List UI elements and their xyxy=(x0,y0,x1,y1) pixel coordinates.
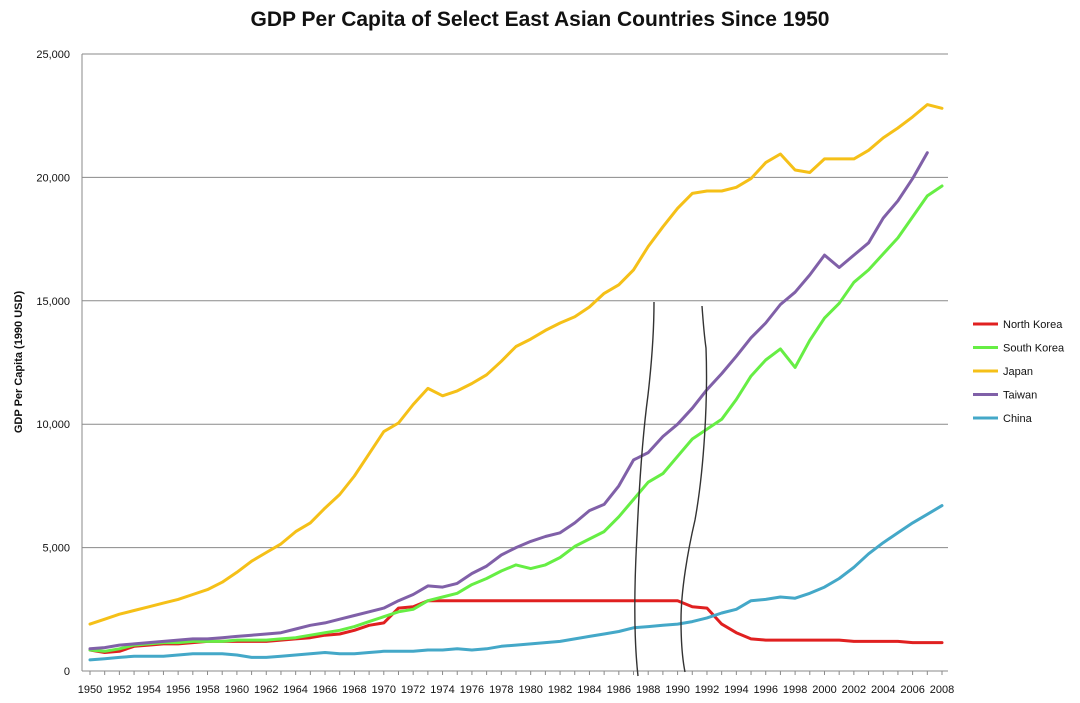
axes xyxy=(81,54,948,675)
x-tick-label: 1998 xyxy=(783,684,807,696)
legend-label-taiwan: Taiwan xyxy=(1003,390,1037,402)
series-lines xyxy=(88,103,944,662)
x-tick-label: 1950 xyxy=(78,684,102,696)
x-tick-label: 1962 xyxy=(254,684,278,696)
x-tick-label: 1954 xyxy=(137,684,161,696)
pen-stroke-left xyxy=(634,301,655,677)
x-tick-label: 2006 xyxy=(900,684,924,696)
x-tick-label: 1994 xyxy=(724,684,748,696)
legend-label-china: China xyxy=(1003,413,1033,425)
chart-title: GDP Per Capita of Select East Asian Coun… xyxy=(250,8,830,31)
x-tick-label: 1974 xyxy=(430,684,454,696)
x-tick-label: 2004 xyxy=(871,684,895,696)
y-tick-label: 25,000 xyxy=(36,49,70,61)
x-tick-label: 1988 xyxy=(636,684,660,696)
x-tick-label: 1966 xyxy=(313,684,337,696)
y-tick-label: 15,000 xyxy=(36,296,70,308)
legend-label-south-korea: South Korea xyxy=(1003,343,1065,355)
x-tick-label: 1972 xyxy=(401,684,425,696)
y-tick-label: 20,000 xyxy=(36,172,70,184)
x-tick-label: 1968 xyxy=(342,684,366,696)
x-tick-label: 1986 xyxy=(607,684,631,696)
x-tick-label: 1980 xyxy=(518,684,542,696)
x-tick-label: 1952 xyxy=(107,684,131,696)
series-line-taiwan xyxy=(88,151,929,651)
series-line-china xyxy=(88,504,944,662)
x-tick-label: 1960 xyxy=(225,684,249,696)
y-tick-label: 5,000 xyxy=(42,543,70,555)
x-tick-label: 2002 xyxy=(842,684,866,696)
x-tick-label: 1958 xyxy=(195,684,219,696)
y-tick-label: 0 xyxy=(64,666,70,678)
legend: North Korea South Korea Japan Taiwan China xyxy=(973,319,1065,425)
series-line-japan xyxy=(88,103,944,626)
x-tick-label: 1990 xyxy=(665,684,689,696)
x-tick-label: 1964 xyxy=(283,684,307,696)
x-tick-label: 1982 xyxy=(548,684,572,696)
pen-marks xyxy=(634,301,708,677)
gridlines xyxy=(82,53,948,549)
x-tick-labels: 1950 1952 1954 1956 1958 1960 1962 1964 1966 1968… xyxy=(78,684,954,696)
pen-stroke-right xyxy=(680,305,708,673)
x-tick-label: 1976 xyxy=(460,684,484,696)
x-tick-label: 2008 xyxy=(930,684,954,696)
x-tick-label: 1956 xyxy=(166,684,190,696)
legend-label-japan: Japan xyxy=(1003,366,1033,378)
x-tick-label: 1992 xyxy=(695,684,719,696)
y-tick-labels: 0 5,000 10,000 15,000 20,000 25,000 xyxy=(36,49,70,678)
x-tick-label: 1978 xyxy=(489,684,513,696)
x-tick-label: 1996 xyxy=(753,684,777,696)
x-tick-label: 1984 xyxy=(577,684,601,696)
legend-label-north-korea: North Korea xyxy=(1003,319,1063,331)
x-tick-label: 2000 xyxy=(812,684,836,696)
x-tick-label: 1970 xyxy=(372,684,396,696)
series-line-south-korea xyxy=(88,184,944,653)
y-tick-label: 10,000 xyxy=(36,419,70,431)
